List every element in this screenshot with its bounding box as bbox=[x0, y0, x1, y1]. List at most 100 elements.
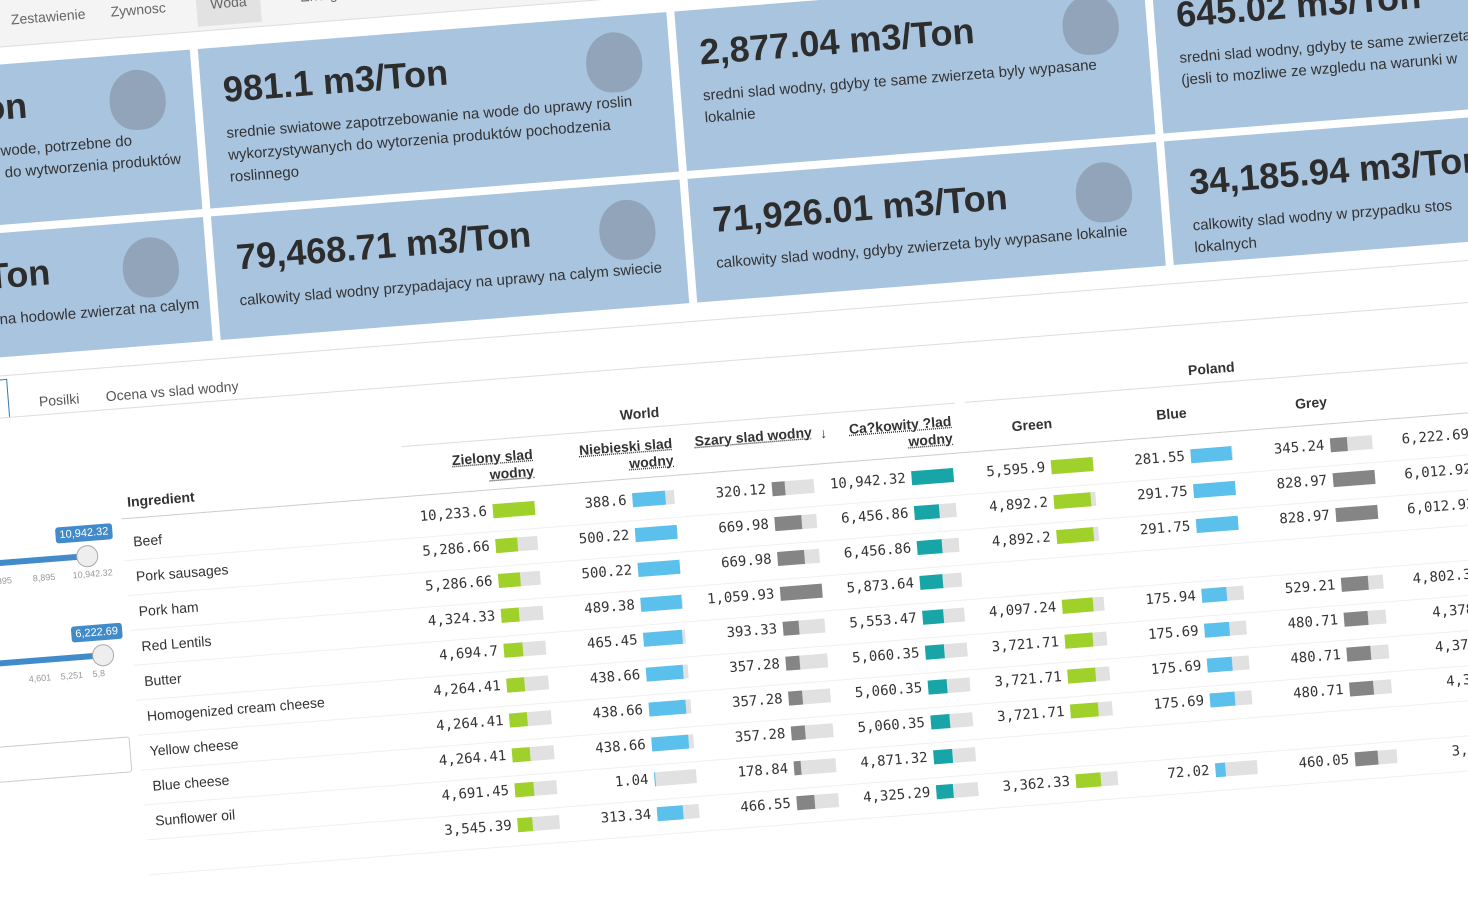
column-header[interactable]: Green bbox=[1011, 415, 1053, 435]
cell-value: 6,456.86 bbox=[840, 505, 910, 527]
cell-value: 3,545.39 bbox=[443, 817, 513, 839]
cell-value: 5,060.35 bbox=[854, 680, 923, 702]
bar bbox=[913, 504, 940, 521]
column-header: Ingredient bbox=[126, 488, 196, 510]
slider-track bbox=[0, 652, 104, 681]
cell-value: 6,222.69 bbox=[1401, 426, 1468, 448]
bar bbox=[497, 572, 521, 588]
bar bbox=[1064, 632, 1094, 649]
column-header[interactable]: Niebieski slad wodny bbox=[578, 434, 675, 472]
subtab[interactable]: Posilki bbox=[38, 390, 80, 410]
cell-value: 320.12 bbox=[715, 481, 767, 502]
bar bbox=[793, 760, 802, 776]
cell-value: 438.66 bbox=[589, 667, 641, 688]
slider-handle[interactable] bbox=[75, 544, 100, 569]
value-box-icon bbox=[107, 67, 168, 132]
column-header[interactable]: Zielony slad wodny bbox=[451, 445, 535, 483]
bar bbox=[785, 655, 801, 671]
value-box: 645.02 m3/Ton sredni slad wodny, gdyby te… bbox=[1150, 0, 1468, 134]
bar bbox=[782, 620, 800, 636]
bar bbox=[1053, 492, 1092, 510]
bar bbox=[1340, 575, 1369, 592]
value-box: 981.1 m3/Ton srednie swiatowe zapotrzebow… bbox=[197, 12, 679, 209]
cell-value: 345.24 bbox=[1273, 437, 1326, 458]
cell-value: 175.69 bbox=[1150, 658, 1202, 679]
cell-value: 1,059.93 bbox=[706, 586, 775, 608]
cell-value: 529.21 bbox=[1284, 577, 1337, 598]
slider-handle[interactable] bbox=[91, 643, 115, 668]
value-box-icon bbox=[1060, 0, 1121, 57]
value-box-text: lokalnie bbox=[704, 105, 757, 127]
bar bbox=[514, 781, 535, 798]
cell-value: 5,553.47 bbox=[848, 610, 918, 632]
cell-value: 669.98 bbox=[720, 551, 773, 572]
ingredient: Sunflower oil bbox=[154, 806, 236, 829]
cell-value: 357.28 bbox=[731, 691, 784, 712]
bar bbox=[1354, 750, 1379, 767]
column-header[interactable]: Szary slad wodny bbox=[693, 423, 813, 450]
cell-value: 466.55 bbox=[739, 795, 792, 816]
bar bbox=[777, 549, 805, 567]
cell-value: 291.75 bbox=[1136, 483, 1189, 504]
ingredient: Red Lentils bbox=[140, 632, 212, 655]
cell-value: 5,873.64 bbox=[846, 575, 915, 597]
cell-value: 393.33 bbox=[726, 621, 778, 642]
cell-value: 313.34 bbox=[600, 806, 652, 827]
subtab[interactable]: Ocena vs slad wodny bbox=[105, 377, 240, 405]
cell-value: 460.05 bbox=[1298, 751, 1350, 772]
column-header[interactable]: Grey bbox=[1294, 393, 1328, 412]
bar bbox=[517, 817, 533, 833]
value-box-text: lokalnych bbox=[1193, 234, 1258, 257]
cell-value: 175.69 bbox=[1147, 623, 1200, 644]
cell-value: 4,694.7 bbox=[438, 643, 499, 664]
cell-value: 357.28 bbox=[728, 656, 781, 677]
text-input[interactable] bbox=[0, 736, 133, 784]
bar-track bbox=[1329, 435, 1373, 453]
cell-value: 480.71 bbox=[1292, 682, 1345, 702]
bar bbox=[788, 690, 804, 706]
slider-tick: 10,942.32 bbox=[72, 567, 114, 581]
bar-track bbox=[1346, 644, 1390, 662]
cell-value: 4,892.2 bbox=[988, 494, 1049, 516]
bar bbox=[1349, 680, 1375, 697]
cell-value: 669.98 bbox=[717, 516, 770, 537]
bar bbox=[508, 712, 528, 728]
bar bbox=[1332, 469, 1376, 488]
subtab-active[interactable] bbox=[0, 378, 11, 426]
ingredient: Blue cheese bbox=[151, 771, 230, 794]
cell-value: 72.02 bbox=[1166, 762, 1211, 783]
slider-tick: 8,895 bbox=[32, 571, 56, 584]
column-header[interactable]: Ca?kowity ?lad wodny bbox=[848, 413, 954, 450]
ingredient: Yellow cheese bbox=[149, 735, 240, 759]
bar-track bbox=[1340, 574, 1384, 592]
slider-tick: 895 bbox=[0, 575, 13, 587]
bar bbox=[645, 664, 684, 682]
ingredient: Pork sausages bbox=[135, 561, 229, 585]
value-box: 79,468.71 m3/Ton calkowity slad wodny prz… bbox=[210, 179, 690, 341]
bar bbox=[919, 574, 943, 590]
ingredient: Pork ham bbox=[138, 598, 200, 620]
column-header[interactable]: Blue bbox=[1155, 404, 1188, 423]
cell-value: 4,097.24 bbox=[988, 599, 1057, 621]
cell-value: 4,802.39 bbox=[1412, 565, 1468, 588]
bar bbox=[1067, 667, 1097, 684]
value-box-icon bbox=[120, 235, 182, 300]
value-box-value: 645.02 m3/Ton bbox=[1174, 0, 1423, 36]
bar-track bbox=[933, 747, 977, 765]
bar bbox=[651, 734, 690, 752]
bar-track bbox=[1335, 504, 1379, 523]
cell-value: 4,691.45 bbox=[441, 782, 510, 805]
bar bbox=[648, 699, 687, 717]
slider-value: 6,222.69 bbox=[70, 622, 123, 643]
cell-value: 4,378. bbox=[1434, 635, 1468, 656]
cell-value: 3,894 bbox=[1451, 740, 1468, 760]
bar bbox=[924, 644, 946, 660]
cell-value: 281.55 bbox=[1133, 448, 1186, 469]
cell-value: 3,721.71 bbox=[996, 704, 1066, 726]
cell-value: 5,060.35 bbox=[851, 645, 921, 667]
ingredient: Homogenized cream cheese bbox=[146, 694, 326, 724]
value-box-value: 981.1 m3/Ton bbox=[221, 51, 450, 111]
bar bbox=[1209, 691, 1236, 708]
bar bbox=[930, 714, 951, 730]
cell-value: 291.75 bbox=[1139, 518, 1191, 539]
